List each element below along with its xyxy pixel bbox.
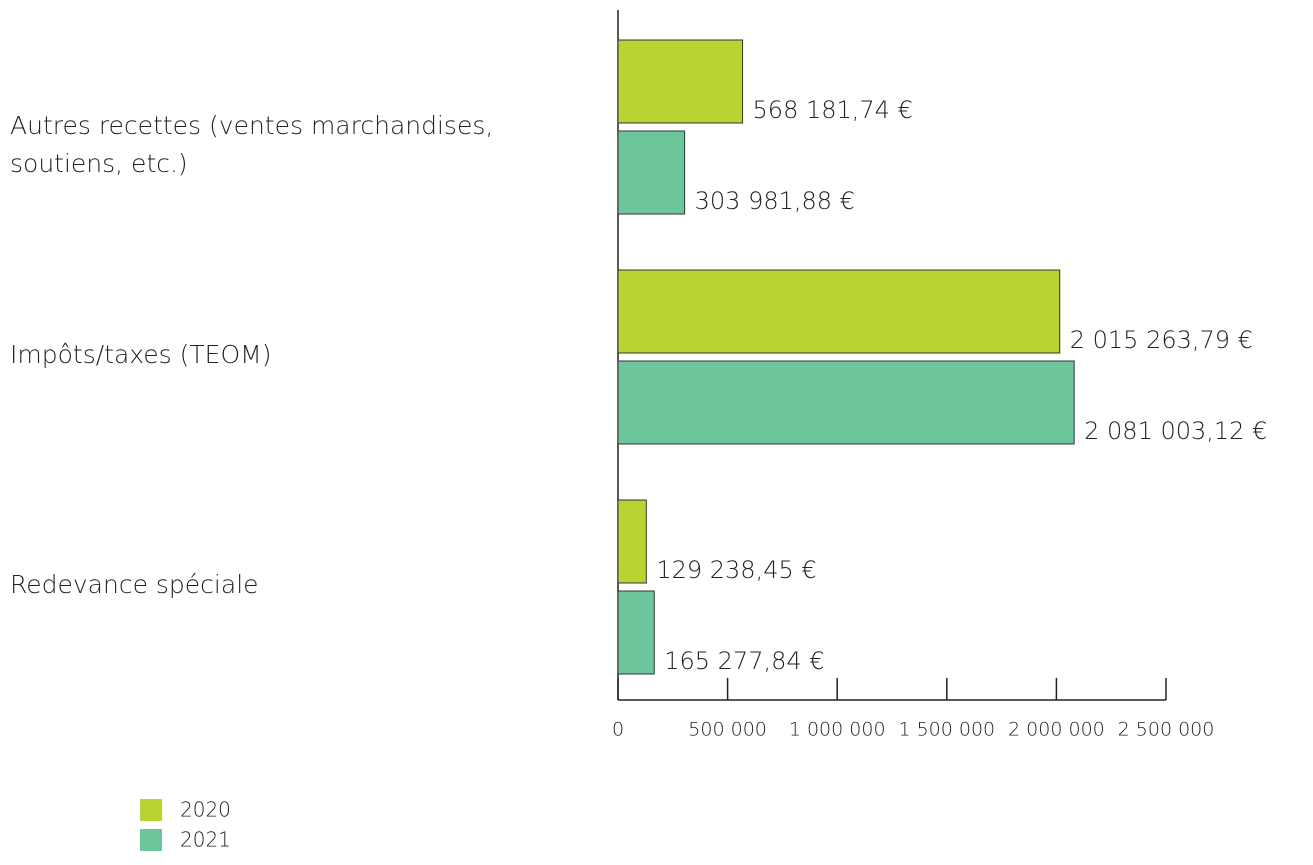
value-label: 2 015 263,79 € xyxy=(1070,326,1253,354)
value-label: 303 981,88 € xyxy=(695,187,855,215)
bar xyxy=(617,269,1061,354)
x-tick-label: 2 000 000 xyxy=(1008,719,1105,741)
bar xyxy=(617,590,655,675)
bar xyxy=(617,39,744,124)
legend-swatch xyxy=(140,799,162,821)
bar xyxy=(617,360,1075,445)
legend-label: 2020 xyxy=(180,798,231,822)
legend-swatch xyxy=(140,829,162,851)
category-label: Redevance spéciale xyxy=(10,570,259,599)
value-label: 165 277,84 € xyxy=(664,647,824,675)
category-label: Autres recettes (ventes marchandises, so… xyxy=(10,111,494,178)
legend-label: 2021 xyxy=(180,828,231,852)
x-tick-label: 0 xyxy=(612,719,624,741)
x-tick-label: 2 500 000 xyxy=(1118,719,1215,741)
x-tick-label: 1 500 000 xyxy=(898,719,995,741)
category-label: Impôts/taxes (TEOM) xyxy=(10,340,272,369)
value-label: 568 181,74 € xyxy=(753,96,913,124)
x-tick-label: 500 000 xyxy=(688,719,767,741)
x-tick-label: 1 000 000 xyxy=(789,719,886,741)
bar xyxy=(617,499,647,584)
bar xyxy=(617,130,686,215)
value-label: 129 238,45 € xyxy=(656,556,816,584)
value-label: 2 081 003,12 € xyxy=(1084,417,1267,445)
